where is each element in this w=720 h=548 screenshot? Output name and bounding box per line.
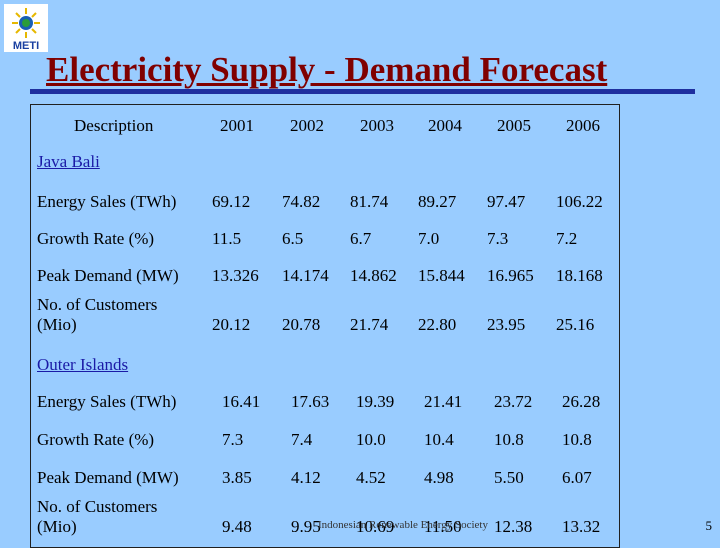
column-header-year: 2001 — [220, 116, 254, 135]
table-cell: 7.4 — [291, 430, 313, 449]
table-cell: 21.41 — [424, 392, 463, 411]
table-cell: 20.78 — [282, 315, 321, 334]
table-cell: 26.28 — [562, 392, 601, 411]
table-cell: 4.52 — [356, 468, 386, 487]
column-header-year: 2006 — [566, 116, 600, 135]
meti-logo: METI — [4, 4, 48, 52]
table-cell: 4.12 — [291, 468, 321, 487]
logo-text: METI — [13, 40, 39, 52]
table-cell: 89.27 — [418, 192, 457, 211]
row-label: Growth Rate (%) — [37, 229, 155, 248]
section-label-outer-islands: Outer Islands — [37, 355, 129, 374]
page-number: 5 — [705, 518, 713, 533]
table-cell: 16.965 — [487, 266, 534, 285]
table-cell: 11.50 — [424, 517, 462, 536]
column-header-year: 2005 — [497, 116, 531, 135]
table-cell: 14.862 — [350, 266, 397, 285]
table-cell: 9.95 — [291, 517, 321, 536]
table-cell: 7.3 — [487, 229, 509, 248]
column-header-year: 2004 — [428, 116, 462, 135]
table-cell: 6.07 — [562, 468, 592, 487]
row-label: Energy Sales (TWh) — [37, 192, 177, 211]
column-header-year: 2002 — [290, 116, 324, 135]
table-cell: 23.95 — [487, 315, 526, 334]
table-cell: 19.39 — [356, 392, 395, 411]
table-cell: 16.41 — [222, 392, 261, 411]
table-cell: 10.0 — [356, 430, 386, 449]
table-cell: 22.80 — [418, 315, 457, 334]
table-cell: 20.12 — [212, 315, 251, 334]
page-title: Electricity Supply - Demand Forecast — [46, 50, 608, 89]
table-cell: 15.844 — [418, 266, 465, 285]
table-cell: 3.85 — [222, 468, 252, 487]
row-label: Peak Demand (MW) — [37, 266, 179, 285]
table-cell: 10.8 — [562, 430, 592, 449]
section-label-java-bali: Java Bali — [37, 152, 100, 171]
row-label-line2: (Mio) — [37, 517, 77, 536]
table-cell: 6.7 — [350, 229, 372, 248]
row-label: Growth Rate (%) — [37, 430, 155, 449]
title-underline-bar — [30, 89, 695, 94]
row-label: Energy Sales (TWh) — [37, 392, 177, 411]
table-cell: 69.12 — [212, 192, 251, 211]
table-cell: 106.22 — [556, 192, 603, 211]
row-label-line2: (Mio) — [37, 315, 77, 334]
table-cell: 10.69 — [356, 517, 395, 536]
table-cell: 5.50 — [494, 468, 524, 487]
table-cell: 74.82 — [282, 192, 321, 211]
table-cell: 23.72 — [494, 392, 533, 411]
table-cell: 25.16 — [556, 315, 595, 334]
table-cell: 4.98 — [424, 468, 454, 487]
table-cell: 7.0 — [418, 229, 440, 248]
table-cell: 7.2 — [556, 229, 578, 248]
column-header-year: 2003 — [360, 116, 394, 135]
row-label: No. of Customers — [37, 497, 158, 516]
table-cell: 81.74 — [350, 192, 389, 211]
table-cell: 9.48 — [222, 517, 252, 536]
row-label: No. of Customers — [37, 295, 158, 314]
table-cell: 12.38 — [494, 517, 533, 536]
table-cell: 6.5 — [282, 229, 304, 248]
table-cell: 21.74 — [350, 315, 389, 334]
table-cell: 11.5 — [212, 229, 242, 248]
table-cell: 18.168 — [556, 266, 603, 285]
table-cell: 10.8 — [494, 430, 524, 449]
table-cell: 97.47 — [487, 192, 526, 211]
table-cell: 14.174 — [282, 266, 329, 285]
column-header-description: Description — [74, 116, 154, 135]
table-cell: 13.32 — [562, 517, 601, 536]
table-cell: 7.3 — [222, 430, 244, 449]
table-cell: 10.4 — [424, 430, 454, 449]
table-cell: 13.326 — [212, 266, 259, 285]
footer-text: Indonesian Renewable Energy Society — [318, 519, 488, 531]
table-cell: 17.63 — [291, 392, 330, 411]
row-label: Peak Demand (MW) — [37, 468, 179, 487]
